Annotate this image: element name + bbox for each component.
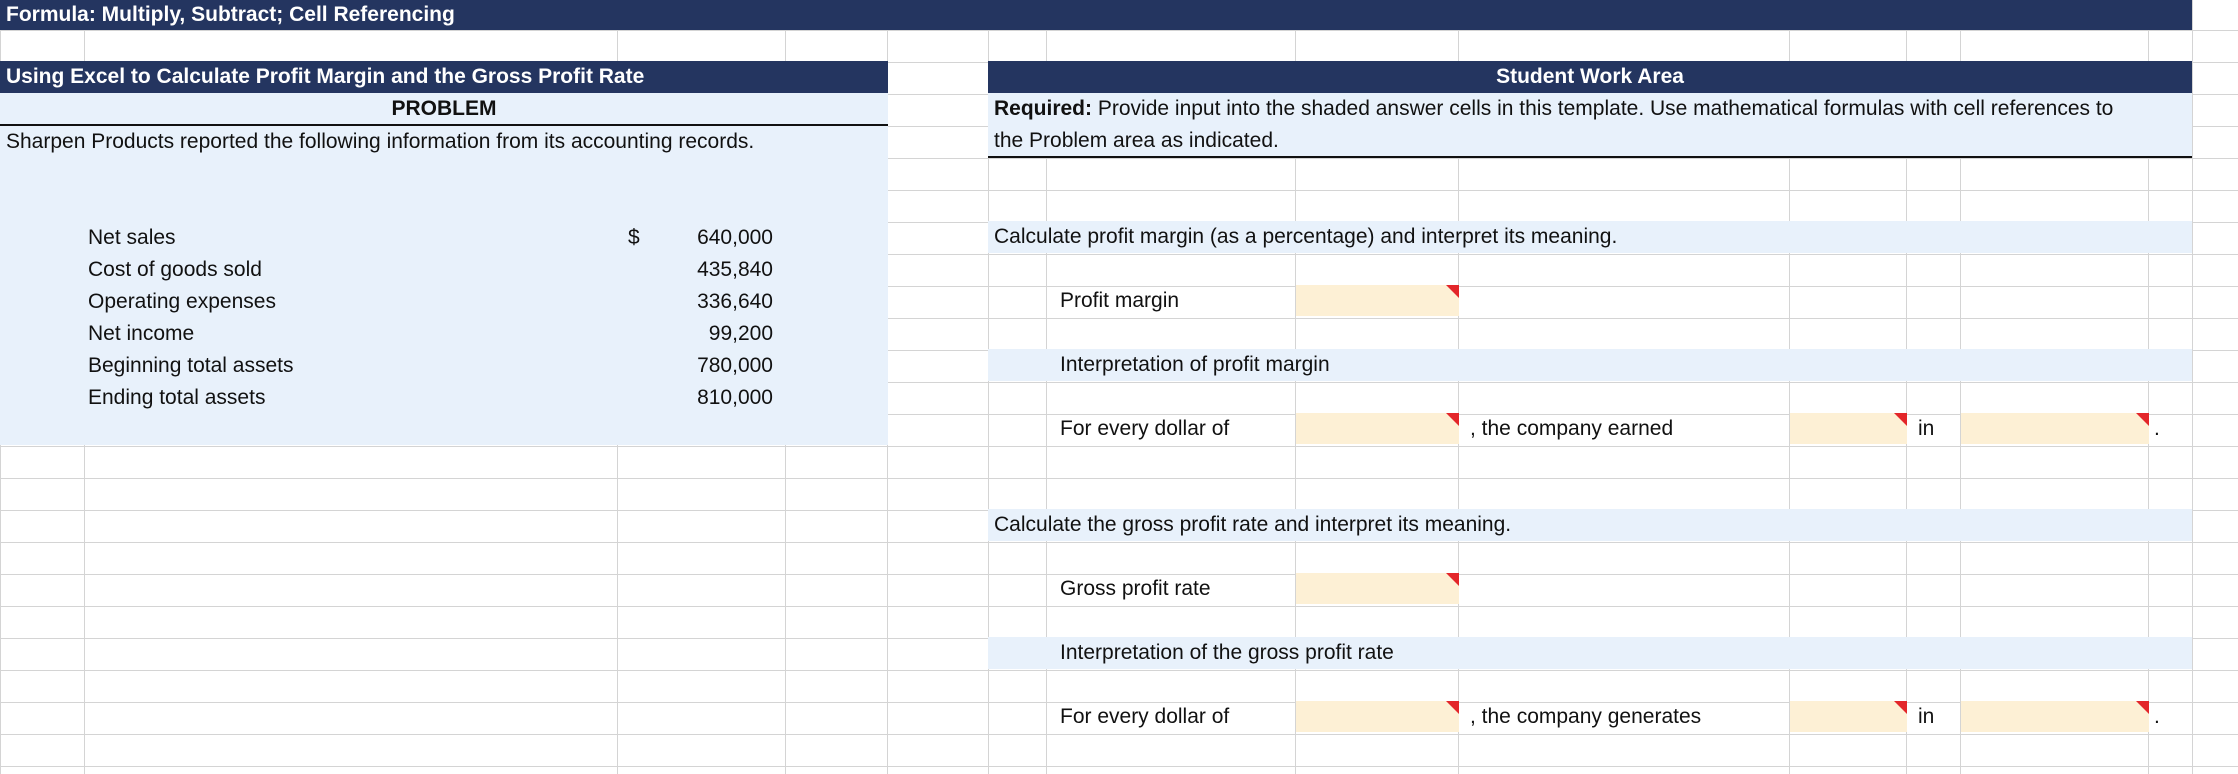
item-value[interactable]: 640,000 — [697, 226, 773, 249]
gross-sentence-end[interactable]: . — [2154, 705, 2160, 728]
gross-sentence-in[interactable]: in — [1918, 705, 1935, 728]
column-divider — [1458, 0, 1459, 774]
gross-amount-answer-cell[interactable] — [1790, 701, 1907, 732]
profit-measure-answer-cell[interactable] — [1961, 413, 2149, 444]
profit-sentence-in[interactable]: in — [1918, 417, 1935, 440]
gross-profit-rate-answer-cell[interactable] — [1296, 573, 1459, 604]
gross-profit-rate-label[interactable]: Gross profit rate — [1060, 577, 1211, 600]
gross-interpretation-heading[interactable]: Interpretation of the gross profit rate — [1060, 641, 1394, 664]
item-label[interactable]: Operating expenses — [88, 290, 276, 313]
problem-underline — [0, 124, 888, 126]
column-divider — [988, 0, 989, 774]
item-label[interactable]: Cost of goods sold — [88, 258, 262, 281]
profit-sentence-mid[interactable]: , the company earned — [1470, 417, 1674, 440]
item-label[interactable]: Net income — [88, 322, 195, 345]
required-area — [988, 93, 2192, 156]
required-label: Required: — [994, 97, 1093, 120]
gross-sentence-start[interactable]: For every dollar of — [1060, 705, 1230, 728]
column-divider — [2148, 0, 2149, 774]
header-title[interactable]: Formula: Multiply, Subtract; Cell Refere… — [6, 3, 455, 26]
item-value[interactable]: 810,000 — [697, 386, 773, 409]
profit-sentence-start[interactable]: For every dollar of — [1060, 417, 1230, 440]
required-text[interactable]: Required: Provide input into the shaded … — [994, 94, 2113, 124]
gross-section-heading[interactable]: Calculate the gross profit rate and inte… — [994, 513, 1512, 536]
gross-interpretation-bar — [988, 637, 2192, 669]
gross-dollar-of-answer-cell[interactable] — [1296, 701, 1459, 732]
item-value[interactable]: 435,840 — [697, 258, 773, 281]
gross-sentence-mid[interactable]: , the company generates — [1470, 705, 1702, 728]
required-line2[interactable]: the Problem area as indicated. — [994, 129, 1279, 152]
profit-sentence-end[interactable]: . — [2154, 417, 2160, 440]
item-label[interactable]: Ending total assets — [88, 386, 266, 409]
column-divider — [1295, 0, 1296, 774]
right-panel-title[interactable]: Student Work Area — [1496, 65, 1684, 88]
profit-dollar-of-answer-cell[interactable] — [1296, 413, 1459, 444]
item-value[interactable]: 336,640 — [697, 290, 773, 313]
left-panel-title[interactable]: Using Excel to Calculate Profit Margin a… — [6, 65, 645, 88]
profit-interpretation-bar — [988, 349, 2192, 381]
gross-measure-answer-cell[interactable] — [1961, 701, 2149, 732]
profit-interpretation-heading[interactable]: Interpretation of profit margin — [1060, 353, 1330, 376]
problem-heading[interactable]: PROBLEM — [391, 97, 497, 120]
left-panel-body — [0, 93, 888, 445]
right-panel-title-bar: Student Work Area — [988, 61, 2192, 93]
column-divider — [1789, 0, 1790, 774]
item-label[interactable]: Net sales — [88, 226, 176, 249]
currency-symbol[interactable]: $ — [628, 226, 640, 249]
column-divider — [2192, 0, 2193, 774]
profit-amount-answer-cell[interactable] — [1790, 413, 1907, 444]
column-divider — [1046, 0, 1047, 774]
gross-section-bar — [988, 509, 2192, 541]
item-value[interactable]: 99,200 — [708, 322, 773, 345]
profit-margin-label[interactable]: Profit margin — [1060, 289, 1180, 312]
item-label[interactable]: Beginning total assets — [88, 354, 294, 377]
header-bar: Formula: Multiply, Subtract; Cell Refere… — [0, 0, 2192, 30]
profit-section-heading[interactable]: Calculate profit margin (as a percentage… — [994, 225, 1618, 248]
column-divider — [1906, 0, 1907, 774]
problem-intro[interactable]: Sharpen Products reported the following … — [6, 130, 755, 153]
left-panel-title-bar: Using Excel to Calculate Profit Margin a… — [0, 61, 888, 93]
required-line1: Provide input into the shaded answer cel… — [1097, 97, 2114, 120]
profit-margin-answer-cell[interactable] — [1296, 285, 1459, 316]
item-value[interactable]: 780,000 — [697, 354, 773, 377]
required-underline — [988, 156, 2192, 158]
column-divider — [1960, 0, 1961, 774]
profit-section-bar — [988, 221, 2192, 253]
